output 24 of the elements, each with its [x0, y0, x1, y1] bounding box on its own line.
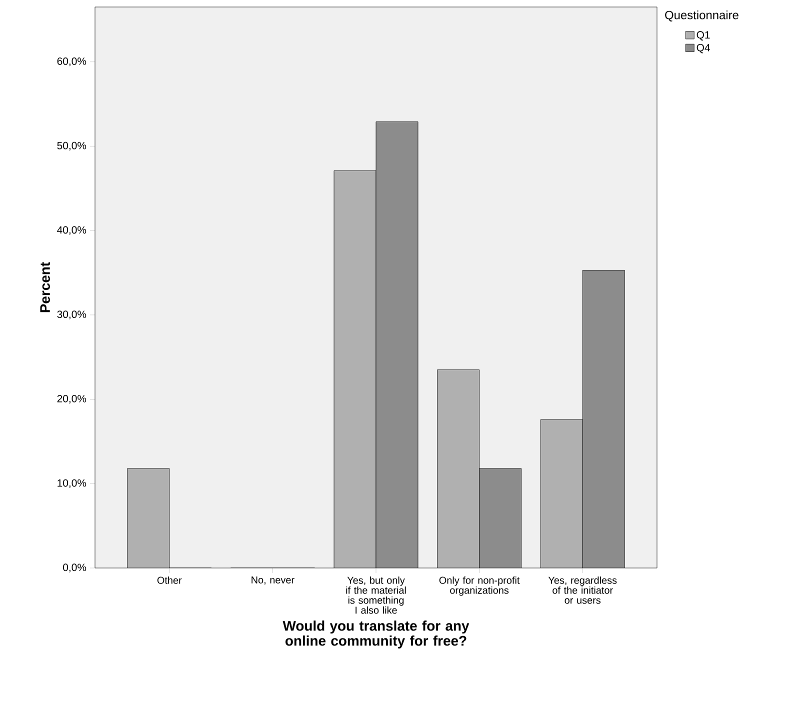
bar — [127, 468, 170, 568]
x-axis-title: Would you translate for any online community for free? — [282, 620, 470, 649]
bar — [582, 270, 625, 568]
bar — [376, 122, 418, 568]
bar — [479, 468, 522, 568]
legend-title: Questionnaire — [665, 10, 738, 22]
y-axis-title: Percent — [40, 262, 50, 312]
bar — [437, 370, 480, 568]
bar — [540, 419, 583, 568]
y-tick-label: 60,0% — [57, 58, 86, 66]
x-tick-label: Other — [157, 576, 182, 584]
bar — [334, 170, 376, 568]
x-tick-label: Yes, regardless of the initiator or users — [548, 576, 617, 604]
y-tick-label: 40,0% — [57, 226, 86, 235]
y-tick-label: 0,0% — [63, 564, 86, 572]
x-tick-label: Yes, but only if the material is something I also like — [346, 576, 406, 614]
y-tick-label: 20,0% — [57, 394, 86, 404]
x-tick-label: Only for non-profit organizations — [439, 576, 520, 596]
legend-label: Q4 — [696, 44, 710, 54]
y-tick-label: 30,0% — [57, 310, 86, 320]
y-tick-label: 10,0% — [58, 479, 86, 488]
y-tick-label: 50,0% — [57, 142, 86, 151]
legend-label: Q1 — [696, 31, 710, 40]
x-tick-label: No, never — [252, 576, 294, 585]
